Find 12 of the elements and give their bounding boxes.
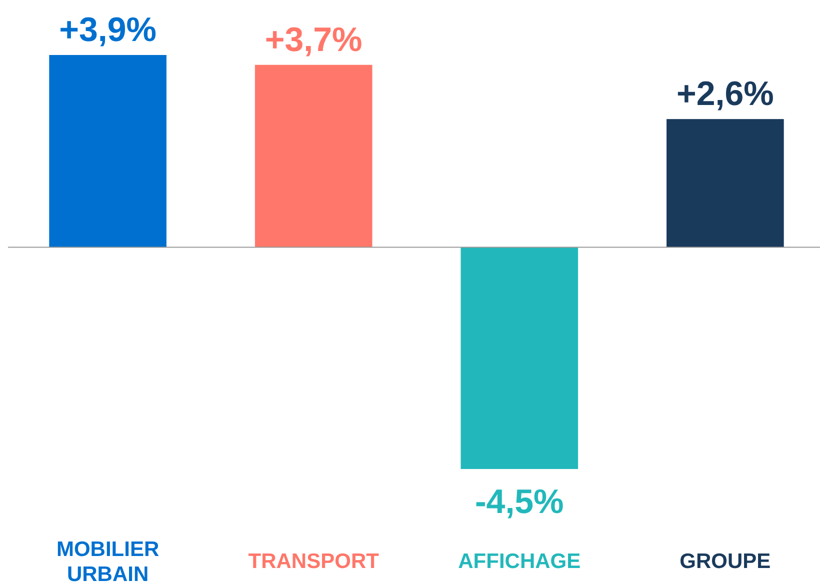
x-tick-label: GROUPE (680, 550, 771, 573)
data-label: +2,6% (676, 75, 774, 114)
bar (49, 55, 166, 248)
bar (254, 64, 372, 248)
x-tick-label: MOBILIER URBAIN (56, 538, 160, 586)
bar (666, 119, 784, 248)
bar (460, 247, 578, 469)
x-tick-label: TRANSPORT (248, 550, 380, 573)
data-label: +3,9% (59, 11, 156, 49)
data-label: -4,5% (474, 483, 564, 521)
data-label: +3,7% (264, 20, 362, 59)
x-tick-label: AFFICHAGE (458, 550, 581, 573)
